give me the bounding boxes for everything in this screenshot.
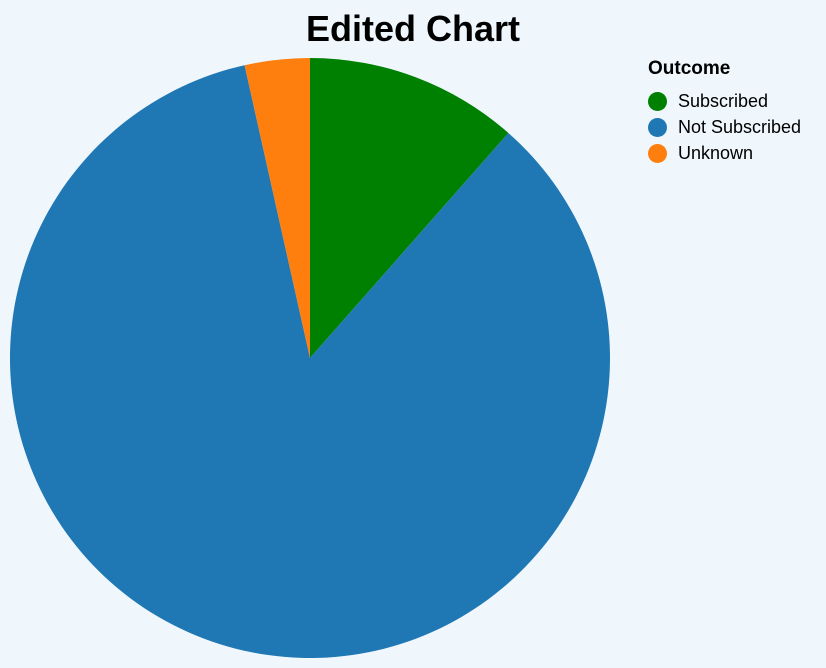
- chart-title: Edited Chart: [305, 8, 520, 49]
- legend-label-not-subscribed: Not Subscribed: [678, 116, 802, 137]
- legend-swatch-subscribed: [648, 91, 667, 111]
- legend-title: Outcome: [648, 58, 731, 79]
- pie-slice-unknown[interactable]: [244, 58, 310, 358]
- pie-slice-subscribed[interactable]: [310, 58, 509, 358]
- legend: Outcome Subscribed Not Subscribed Unknow…: [648, 58, 826, 166]
- legend-label-subscribed: Subscribed: [678, 90, 769, 111]
- legend-item-unknown[interactable]: Unknown: [648, 140, 826, 166]
- pie-slice-not-subscribed[interactable]: [9, 65, 610, 658]
- legend-item-not-subscribed[interactable]: Not Subscribed: [648, 114, 826, 140]
- legend-swatch-unknown: [648, 143, 667, 163]
- legend-swatch-not-subscribed: [648, 117, 667, 137]
- legend-item-subscribed[interactable]: Subscribed: [648, 88, 826, 114]
- legend-label-unknown: Unknown: [678, 142, 754, 163]
